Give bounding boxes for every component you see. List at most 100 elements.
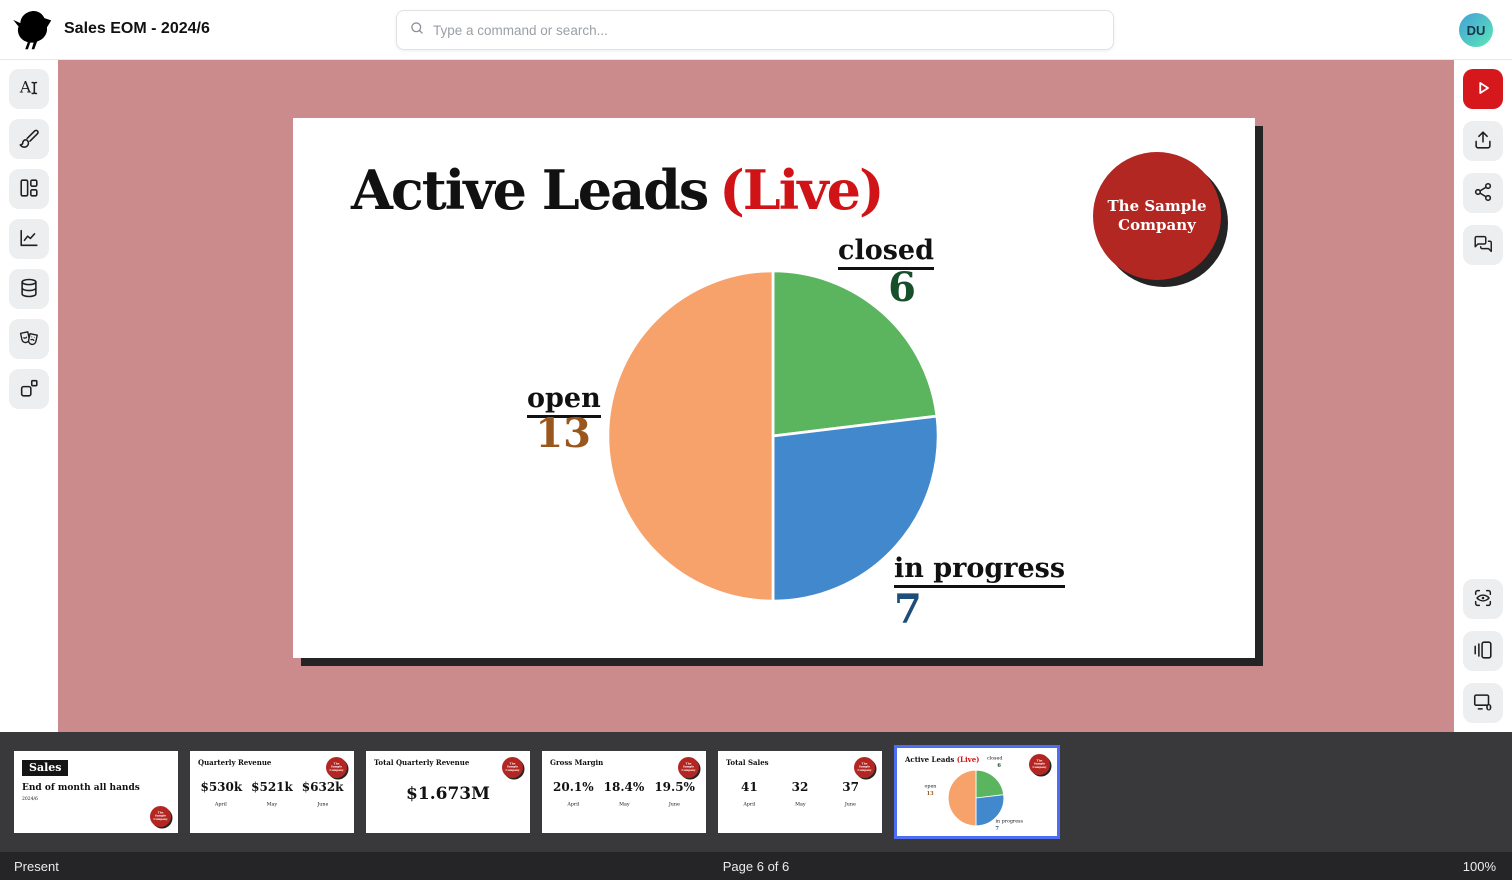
comments-button[interactable] <box>1463 225 1503 265</box>
thumb1-heading: Sales <box>22 760 69 776</box>
stat-value: 18.4% <box>603 780 645 794</box>
display-zero-icon: 0 <box>1472 691 1494 716</box>
thumb4-title: Gross Margin <box>550 758 604 767</box>
company-badge[interactable]: The Sample Company <box>1093 152 1221 280</box>
layout-icon <box>18 177 40 202</box>
document-title[interactable]: Sales EOM - 2024/6 <box>64 20 210 37</box>
company-badge-mini: The Sample Company <box>326 757 347 778</box>
logo-crow-icon[interactable] <box>10 8 54 52</box>
mini-label-in-progress: in progress <box>995 818 1023 825</box>
pie-chart[interactable] <box>601 264 945 608</box>
blocks-button[interactable] <box>9 369 49 409</box>
slide[interactable]: Active Leads (Live) The Sample Company clo… <box>293 118 1255 658</box>
svg-text:0: 0 <box>1486 703 1492 712</box>
pie-value-open[interactable]: 13 <box>535 410 591 457</box>
search-icon <box>409 20 425 41</box>
thumb1-subheading: End of month all hands <box>22 783 140 793</box>
slide-title[interactable]: Active Leads (Live) <box>351 158 885 222</box>
user-avatar[interactable]: DU <box>1459 13 1493 47</box>
editor-canvas[interactable]: Active Leads (Live) The Sample Company clo… <box>58 60 1454 732</box>
pie-chart-mini <box>947 769 1005 827</box>
slide-carousel-button[interactable] <box>1463 631 1503 671</box>
statusbar: Present Page 6 of 6 100% <box>0 852 1512 880</box>
thumb5-title: Total Sales <box>726 758 769 767</box>
layout-button[interactable] <box>9 169 49 209</box>
stat-label: April <box>215 801 228 808</box>
paintbrush-button[interactable] <box>9 119 49 159</box>
thumbnail-slide-5[interactable]: Total Sales The Sample Company 41 April 3… <box>718 751 882 833</box>
thumb1-date: 2024/6 <box>22 796 38 802</box>
stat-label: June <box>317 801 329 808</box>
themes-button[interactable] <box>9 319 49 359</box>
stat-value: 20.1% <box>553 780 594 794</box>
svg-text:A: A <box>19 78 32 96</box>
stat-label: May <box>618 801 630 808</box>
thumb2-title: Quarterly Revenue <box>198 758 272 767</box>
paintbrush-icon <box>18 127 40 152</box>
filmstrip: Sales End of month all hands 2024/6 The … <box>0 732 1512 852</box>
company-badge-mini: The Sample Company <box>1029 754 1050 775</box>
command-search[interactable] <box>396 10 1114 50</box>
stat-value: $632k <box>301 780 344 794</box>
pie-label-closed[interactable]: closed <box>838 236 934 270</box>
blocks-icon <box>18 377 40 402</box>
thumbnail-slide-2[interactable]: Quarterly Revenue The Sample Company $53… <box>190 751 354 833</box>
charts-button[interactable] <box>9 219 49 259</box>
right-toolbar: 0 <box>1454 60 1512 732</box>
thumb3-value: $1.673M <box>406 784 490 804</box>
zoom-level[interactable]: 100% <box>1462 858 1496 874</box>
stat-label: April <box>567 801 580 808</box>
thumb3-title: Total Quarterly Revenue <box>374 758 470 767</box>
company-badge-mini: The Sample Company <box>854 757 875 778</box>
export-button[interactable] <box>1463 121 1503 161</box>
pie-value-in-progress[interactable]: 7 <box>894 586 922 633</box>
present-label[interactable]: Present <box>14 858 59 874</box>
present-button[interactable] <box>1463 69 1503 109</box>
carousel-icon <box>1472 639 1494 664</box>
preview-button[interactable] <box>1463 579 1503 619</box>
data-button[interactable] <box>9 269 49 309</box>
stat-value: $521k <box>251 780 293 794</box>
share-button[interactable] <box>1463 173 1503 213</box>
scan-eye-icon <box>1472 587 1494 612</box>
stat-label: May <box>794 801 806 808</box>
company-badge-mini: The Sample Company <box>502 757 523 778</box>
text-style-button[interactable]: A <box>9 69 49 109</box>
mini-value-open: 13 <box>926 790 934 797</box>
thumbnail-slide-4[interactable]: Gross Margin The Sample Company 20.1% Apr… <box>542 751 706 833</box>
stat-label: June <box>845 801 857 808</box>
line-chart-icon <box>18 227 40 252</box>
mini-label-closed: closed <box>986 755 1003 762</box>
topbar: Sales EOM - 2024/6 DU <box>0 0 1512 60</box>
stat-label: June <box>669 801 681 808</box>
stat-label: April <box>743 801 756 808</box>
search-input[interactable] <box>433 22 1101 38</box>
thumb6-title: Active Leads (Live) <box>905 755 980 764</box>
pie-label-open[interactable]: open <box>527 384 601 418</box>
stat-value: $530k <box>200 780 243 794</box>
thumbnail-slide-3[interactable]: Total Quarterly Revenue The Sample Compa… <box>366 751 530 833</box>
text-style-icon: A <box>18 77 40 102</box>
left-toolbar: A <box>0 60 58 732</box>
badge-line2: Company <box>1118 216 1196 234</box>
mini-value-closed: 6 <box>997 762 1001 769</box>
stat-value: 37 <box>842 780 859 794</box>
pie-label-in-progress[interactable]: in progress <box>894 554 1066 588</box>
thumbnail-slide-1[interactable]: Sales End of month all hands 2024/6 The … <box>14 751 178 833</box>
slide-title-text: Active Leads <box>351 158 709 222</box>
theater-masks-icon <box>18 327 40 352</box>
upload-icon <box>1472 129 1494 154</box>
stat-value: 41 <box>740 780 758 794</box>
pie-value-closed[interactable]: 6 <box>888 264 916 311</box>
stat-label: May <box>266 801 278 808</box>
page-indicator: Page 6 of 6 <box>722 858 790 874</box>
badge-line1: The Sample <box>1107 196 1207 215</box>
comments-icon <box>1472 233 1494 258</box>
company-badge-mini: The Sample Company <box>678 757 699 778</box>
present-display-button[interactable]: 0 <box>1463 683 1503 723</box>
mini-value-in-progress: 7 <box>995 825 999 832</box>
thumbnail-slide-6-selected[interactable]: Active Leads (Live) The Sample Company c… <box>894 745 1060 839</box>
mini-label-open: open <box>924 783 937 790</box>
slide-title-live: (Live) <box>719 158 884 222</box>
